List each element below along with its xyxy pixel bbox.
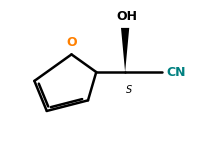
Text: CN: CN: [166, 66, 186, 79]
Text: O: O: [66, 36, 77, 49]
Polygon shape: [121, 28, 129, 72]
Text: OH: OH: [117, 10, 138, 23]
Text: S: S: [126, 85, 132, 95]
